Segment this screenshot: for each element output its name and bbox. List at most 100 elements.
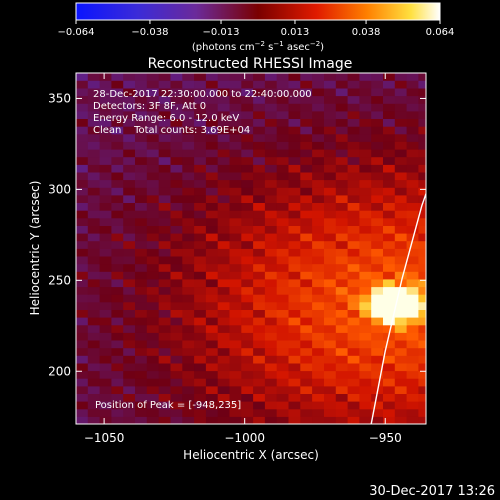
heatmap-cell	[383, 256, 396, 265]
heatmap-cell	[383, 73, 396, 81]
heatmap-cell	[158, 408, 172, 417]
heatmap-cell	[229, 385, 242, 394]
heatmap-cell	[335, 347, 349, 356]
heatmap-cell	[430, 287, 442, 295]
heatmap-cell	[158, 370, 172, 379]
heatmap-cell	[312, 126, 325, 135]
heatmap-cell	[253, 126, 266, 135]
heatmap-cell	[217, 171, 231, 181]
heatmap-cell	[394, 355, 408, 364]
heatmap-cell	[146, 118, 160, 127]
heatmap-cell	[371, 309, 384, 318]
heatmap-cell	[194, 233, 207, 242]
heatmap-cell	[111, 73, 124, 74]
heatmap-cell	[217, 340, 231, 349]
heatmap-cell	[300, 87, 313, 97]
heatmap-cell	[146, 271, 160, 280]
heatmap-cell	[76, 164, 89, 173]
heatmap-cell	[241, 240, 254, 249]
heatmap-cell	[371, 271, 384, 280]
heatmap-cell	[135, 401, 148, 410]
heatmap-cell	[135, 393, 148, 402]
heatmap-cell	[76, 370, 89, 379]
heatmap-cell	[170, 340, 183, 349]
heatmap-cell	[288, 309, 301, 318]
heatmap-cell	[76, 248, 89, 257]
heatmap-cell	[229, 370, 242, 379]
heatmap-cell	[312, 80, 325, 89]
heatmap-cell	[430, 348, 442, 356]
heatmap-cell	[276, 149, 290, 158]
heatmap-cell	[229, 87, 242, 97]
heatmap-cell	[300, 141, 313, 150]
heatmap-cell	[241, 126, 254, 135]
heatmap-cell	[241, 416, 254, 424]
heatmap-cell	[418, 401, 426, 410]
heatmap-cell	[158, 126, 172, 135]
heatmap-cell	[87, 347, 101, 356]
heatmap-cell	[135, 103, 148, 112]
heatmap-cell	[394, 202, 408, 211]
heatmap-cell	[194, 286, 207, 295]
heatmap-cell	[288, 179, 301, 188]
heatmap-cell	[135, 317, 148, 326]
heatmap-cell	[99, 73, 112, 81]
heatmap-cell	[241, 141, 254, 150]
heatmap-cell	[253, 187, 266, 196]
heatmap-cell	[276, 263, 290, 272]
colorbar-tick-label: 0.013	[281, 27, 310, 38]
heatmap-cell	[359, 225, 372, 234]
heatmap-cell	[241, 149, 254, 158]
heatmap-cell	[359, 263, 372, 272]
heatmap-cell	[99, 149, 112, 158]
heatmap-cell	[383, 225, 396, 234]
heatmap-cell	[146, 73, 160, 81]
heatmap-cell	[335, 294, 349, 303]
heatmap-cell	[324, 110, 337, 119]
heatmap-cell	[229, 347, 242, 356]
heatmap-cell	[406, 95, 419, 104]
heatmap-cell	[135, 80, 148, 89]
heatmap-cell	[430, 340, 442, 348]
heatmap-cell	[359, 347, 372, 356]
heatmap-cell	[312, 271, 325, 280]
heatmap-cell	[123, 355, 136, 364]
heatmap-cell	[406, 202, 419, 211]
heatmap-cell	[135, 416, 148, 424]
heatmap-cell	[300, 225, 313, 234]
heatmap-cell	[418, 324, 426, 333]
heatmap-cell	[253, 217, 266, 226]
heatmap-cell	[359, 393, 372, 402]
heatmap-cell	[170, 179, 183, 188]
heatmap-cell	[430, 233, 442, 241]
heatmap-cell	[335, 110, 349, 119]
heatmap-cell	[276, 332, 290, 341]
heatmap-cell	[76, 240, 89, 249]
heatmap-cell	[359, 73, 372, 74]
heatmap-cell	[394, 110, 408, 119]
heatmap-cell	[217, 179, 231, 188]
heatmap-cell	[76, 347, 89, 356]
heatmap-image	[76, 73, 442, 424]
heatmap-cell	[406, 149, 419, 158]
heatmap-cell	[264, 233, 278, 242]
heatmap-cell	[111, 164, 124, 173]
heatmap-cell	[371, 248, 384, 257]
heatmap-cell	[418, 294, 426, 303]
heatmap-cell	[418, 103, 426, 112]
heatmap-cell	[194, 171, 207, 181]
heatmap-cell	[111, 233, 124, 242]
heatmap-cell	[87, 256, 101, 265]
heatmap-cell	[430, 119, 442, 127]
heatmap-cell	[418, 332, 426, 341]
heatmap-cell	[253, 73, 266, 81]
heatmap-cell	[264, 263, 278, 272]
heatmap-cell	[146, 263, 160, 272]
heatmap-cell	[312, 225, 325, 234]
heatmap-cell	[312, 317, 325, 326]
heatmap-cell	[335, 149, 349, 158]
colorbar-tick-labels: −0.064 −0.038 −0.013 0.013 0.038 0.064	[57, 27, 454, 38]
heatmap-cell	[76, 103, 89, 112]
heatmap-cell	[300, 210, 313, 219]
heatmap-cell	[347, 317, 360, 326]
